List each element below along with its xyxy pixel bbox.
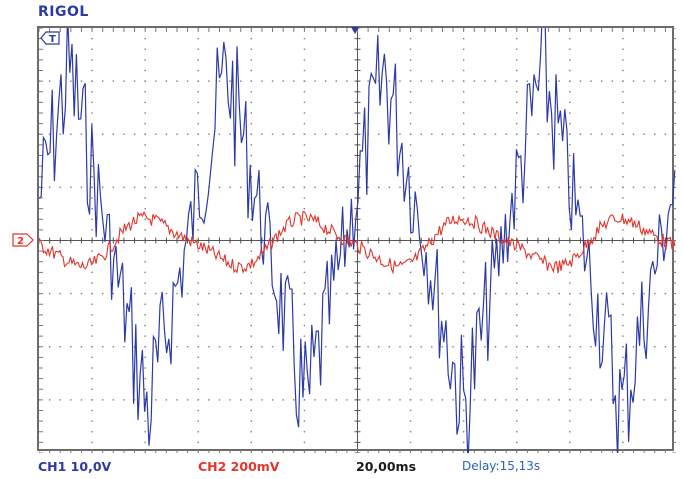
ch1-waveform xyxy=(39,28,676,453)
waveform-screen xyxy=(39,28,676,453)
graticule-grid xyxy=(39,28,676,453)
timebase-scale[interactable]: 20,00ms xyxy=(356,459,417,474)
trigger-level-label: T xyxy=(49,34,56,45)
trigger-level-marker-icon[interactable]: T xyxy=(40,31,60,45)
ch1-scale[interactable]: CH1 10,0V xyxy=(38,459,112,474)
brand-logo: RIGOL xyxy=(38,4,89,20)
ch2-ground-label: 2 xyxy=(17,236,24,247)
delay-readout: Delay:15,13s xyxy=(462,459,541,473)
scope-display xyxy=(37,26,676,453)
trigger-position-marker-icon xyxy=(351,27,359,34)
ch2-scale[interactable]: CH2 200mV xyxy=(198,459,280,474)
status-bar: CH1 10,0V CH2 200mV 20,00ms Delay:15,13s xyxy=(0,459,683,477)
ch2-waveform xyxy=(39,210,676,275)
ch2-ground-marker-icon[interactable]: 2 xyxy=(12,233,34,247)
